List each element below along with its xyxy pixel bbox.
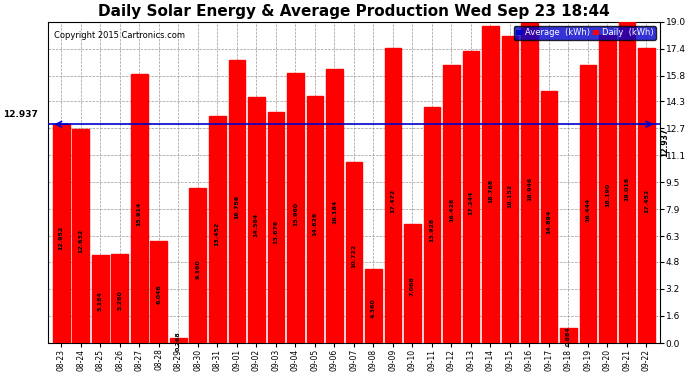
Text: 13.928: 13.928 <box>429 218 435 242</box>
Bar <box>268 112 284 343</box>
Text: 12.632: 12.632 <box>78 228 83 253</box>
Text: 16.444: 16.444 <box>586 197 591 222</box>
Bar <box>599 35 615 343</box>
Bar <box>638 48 655 343</box>
Text: 10.722: 10.722 <box>351 244 356 268</box>
Bar <box>190 188 206 343</box>
Bar <box>424 108 440 343</box>
Bar <box>287 73 304 343</box>
Text: 13.452: 13.452 <box>215 222 220 246</box>
Text: 6.046: 6.046 <box>156 284 161 304</box>
Text: 17.452: 17.452 <box>644 189 649 213</box>
Text: 12.952: 12.952 <box>59 226 63 250</box>
Text: 12.937: 12.937 <box>660 128 669 157</box>
Text: 0.268: 0.268 <box>176 332 181 351</box>
Bar <box>541 91 558 343</box>
Bar <box>306 96 323 343</box>
Bar <box>443 65 460 343</box>
Bar <box>53 124 70 343</box>
Text: 18.946: 18.946 <box>527 177 532 201</box>
Text: 18.190: 18.190 <box>605 183 610 207</box>
Text: 0.884: 0.884 <box>566 326 571 346</box>
Bar <box>170 339 186 343</box>
Bar <box>521 22 538 343</box>
Bar <box>209 116 226 343</box>
Bar <box>92 255 108 343</box>
Text: 7.068: 7.068 <box>410 276 415 296</box>
Bar <box>228 60 245 343</box>
Text: 14.894: 14.894 <box>546 210 551 234</box>
Bar <box>404 224 421 343</box>
Title: Daily Solar Energy & Average Production Wed Sep 23 18:44: Daily Solar Energy & Average Production … <box>98 4 610 19</box>
Text: 5.280: 5.280 <box>117 290 122 310</box>
Bar <box>502 36 518 343</box>
Text: 16.756: 16.756 <box>235 195 239 219</box>
Text: Copyright 2015 Cartronics.com: Copyright 2015 Cartronics.com <box>54 32 185 40</box>
Text: 14.626: 14.626 <box>313 212 317 236</box>
Bar <box>619 21 635 343</box>
Text: 12.937: 12.937 <box>3 110 38 119</box>
Bar <box>346 162 362 343</box>
Bar <box>384 48 401 343</box>
Text: 9.160: 9.160 <box>195 259 200 279</box>
Text: 17.244: 17.244 <box>469 191 473 215</box>
Bar <box>72 129 89 343</box>
Text: 14.564: 14.564 <box>254 213 259 237</box>
Bar <box>326 69 343 343</box>
Bar <box>131 74 148 343</box>
Text: 19.018: 19.018 <box>624 177 629 201</box>
Legend: Average  (kWh), Daily  (kWh): Average (kWh), Daily (kWh) <box>513 26 656 40</box>
Bar <box>482 26 499 343</box>
Text: 16.184: 16.184 <box>332 200 337 224</box>
Text: 16.428: 16.428 <box>449 198 454 222</box>
Bar <box>150 241 167 343</box>
Text: 18.152: 18.152 <box>507 183 513 208</box>
Bar <box>248 97 264 343</box>
Text: 15.960: 15.960 <box>293 201 298 225</box>
Bar <box>112 254 128 343</box>
Text: 15.914: 15.914 <box>137 202 141 226</box>
Bar <box>365 269 382 343</box>
Text: 17.472: 17.472 <box>391 189 395 213</box>
Text: 4.360: 4.360 <box>371 298 376 318</box>
Text: 13.676: 13.676 <box>273 220 278 244</box>
Bar <box>580 65 596 343</box>
Bar <box>560 328 577 343</box>
Text: 18.768: 18.768 <box>488 178 493 203</box>
Bar <box>462 51 479 343</box>
Text: 5.184: 5.184 <box>98 291 103 311</box>
